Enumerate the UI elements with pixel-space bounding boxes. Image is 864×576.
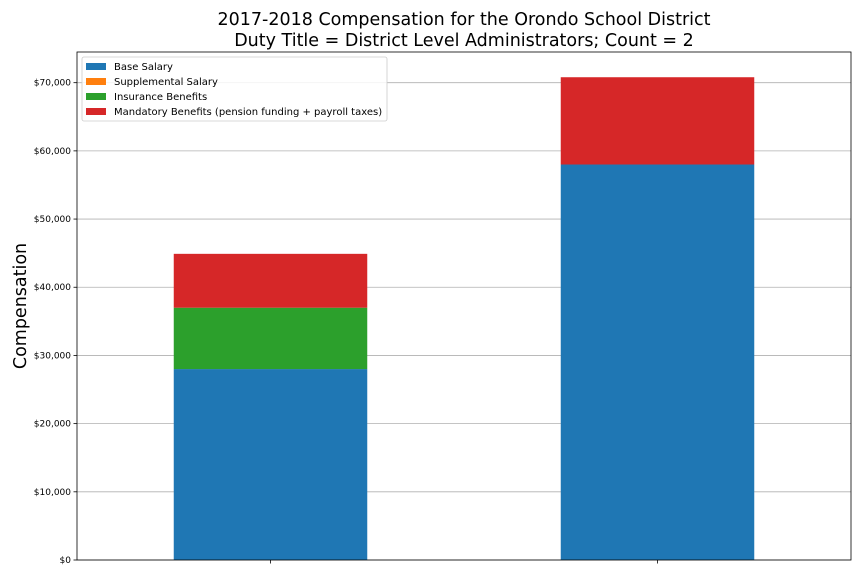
bar-2-series-1 bbox=[560, 164, 755, 560]
chart-title-line-1: 2017-2018 Compensation for the Orondo Sc… bbox=[218, 10, 711, 30]
legend-entry-2: Supplemental Salary bbox=[114, 77, 218, 88]
y-axis-label: Compensation bbox=[11, 243, 31, 369]
legend-entry-1: Base Salary bbox=[114, 62, 173, 73]
y-tick-label-6: $60,000 bbox=[34, 147, 71, 157]
bars bbox=[173, 77, 755, 560]
legend-entry-3: Insurance Benefits bbox=[114, 92, 207, 103]
y-tick-label-2: $20,000 bbox=[34, 420, 71, 430]
bar-1-series-4 bbox=[173, 253, 368, 308]
y-tick-label-7: $70,000 bbox=[34, 79, 71, 89]
axes bbox=[76, 51, 852, 561]
chart-title: 2017-2018 Compensation for the Orondo Sc… bbox=[218, 10, 711, 51]
y-tick-label-4: $40,000 bbox=[34, 283, 71, 293]
legend: Base Salary Supplemental Salary Insurance … bbox=[81, 56, 388, 122]
y-tick-label-1: $10,000 bbox=[34, 488, 71, 498]
legend-swatch-3 bbox=[86, 93, 106, 100]
y-tick-label-3: $30,000 bbox=[34, 351, 71, 361]
y-ticks: $0 $10,000 $20,000 $30,000 $40,000 $50,000 $60… bbox=[34, 79, 77, 566]
legend-entry-4: Mandatory Benefits (pension funding + pa… bbox=[114, 107, 382, 118]
y-tick-label-0: $0 bbox=[60, 556, 72, 566]
legend-swatch-2 bbox=[86, 78, 106, 85]
plot-frame bbox=[76, 51, 852, 561]
legend-swatch-1 bbox=[86, 63, 106, 70]
chart-title-line-2: Duty Title = District Level Administrato… bbox=[234, 31, 694, 51]
y-tick-label-5: $50,000 bbox=[34, 215, 71, 225]
legend-swatch-4 bbox=[86, 108, 106, 115]
bar-2-series-4 bbox=[560, 77, 755, 165]
legend-box bbox=[81, 56, 388, 122]
x-ticks bbox=[270, 560, 658, 564]
bar-1-series-3 bbox=[173, 307, 368, 370]
bar-1-series-1 bbox=[173, 369, 368, 560]
